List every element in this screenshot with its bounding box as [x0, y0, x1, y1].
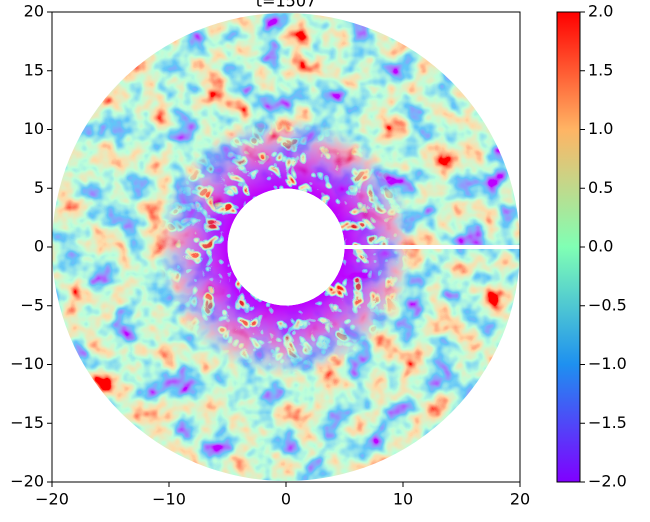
colorbar-tick-label: 0.5	[588, 178, 613, 197]
x-tick-label: 20	[510, 490, 530, 509]
inner-hole	[227, 188, 345, 306]
chart-title: t=1507	[256, 0, 316, 11]
colorbar-tick-label: 1.0	[588, 119, 613, 138]
y-tick-label: 5	[34, 178, 44, 197]
colorbar-tick-label: 1.5	[588, 60, 613, 79]
x-tick-label: −20	[35, 490, 69, 509]
colorbar-tick-label: −0.5	[588, 295, 627, 314]
y-tick-label: 0	[34, 237, 44, 256]
y-tick-label: 20	[24, 2, 44, 21]
plot-area	[52, 13, 520, 481]
colorbar-tick-label: −2.0	[588, 472, 627, 491]
x-tick-label: 0	[281, 490, 291, 509]
colorbar-tick-label: 2.0	[588, 2, 613, 21]
x-tick-label: −10	[152, 490, 186, 509]
colorbar-tick-label: 0.0	[588, 237, 613, 256]
y-tick-label: 10	[24, 119, 44, 138]
y-tick-label: 15	[24, 60, 44, 79]
y-tick-label: −5	[20, 295, 44, 314]
y-tick-label: −20	[10, 472, 44, 491]
colorbar-tick-label: −1.5	[588, 413, 627, 432]
x-tick-label: 10	[393, 490, 413, 509]
colorbar	[556, 11, 581, 483]
colorbar-tick-label: −1.0	[588, 354, 627, 373]
y-tick-label: −15	[10, 413, 44, 432]
y-tick-label: −10	[10, 354, 44, 373]
seam	[344, 245, 520, 249]
